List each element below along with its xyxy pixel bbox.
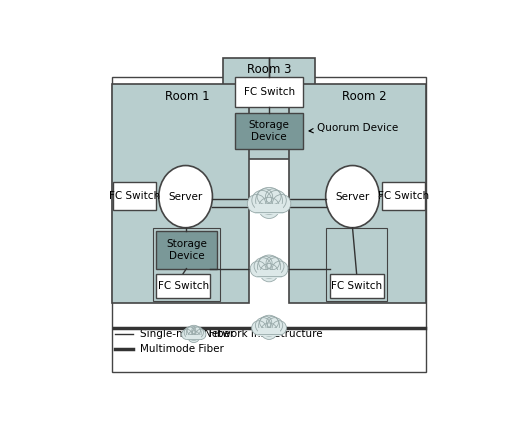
Ellipse shape [159, 165, 213, 228]
Circle shape [272, 195, 291, 213]
Text: FC Switch: FC Switch [158, 281, 209, 291]
Circle shape [259, 315, 279, 336]
Text: Multimode Fiber: Multimode Fiber [140, 344, 224, 354]
Circle shape [257, 255, 281, 278]
Bar [258, 329, 280, 336]
Bar [223, 57, 315, 159]
Circle shape [259, 256, 272, 269]
Circle shape [272, 261, 288, 277]
Bar [330, 274, 384, 298]
Text: FC Switch: FC Switch [109, 191, 160, 201]
Circle shape [186, 325, 201, 340]
Text: FC Switch: FC Switch [244, 87, 295, 97]
Bar [153, 228, 220, 301]
Text: Server: Server [335, 192, 370, 201]
Bar [257, 269, 281, 278]
Text: Room 1: Room 1 [165, 90, 210, 102]
Circle shape [267, 190, 286, 210]
Ellipse shape [326, 165, 380, 228]
Circle shape [196, 329, 206, 340]
Text: FC Switch: FC Switch [378, 191, 429, 201]
Bar [113, 182, 156, 210]
Circle shape [261, 323, 277, 340]
Text: Room 2: Room 2 [342, 90, 386, 102]
Circle shape [256, 187, 282, 214]
Bar [235, 113, 303, 149]
Circle shape [193, 327, 203, 338]
Text: Room 3: Room 3 [247, 63, 291, 76]
Bar [186, 335, 202, 340]
Bar [382, 182, 425, 210]
Circle shape [266, 256, 279, 269]
Circle shape [255, 317, 271, 333]
Text: Storage
Device: Storage Device [249, 120, 289, 142]
Bar [112, 84, 249, 303]
Circle shape [188, 331, 200, 343]
Text: Single-mode Fiber: Single-mode Fiber [140, 329, 234, 339]
Circle shape [257, 189, 272, 204]
Bar [256, 204, 282, 214]
Circle shape [258, 197, 280, 218]
Bar [327, 228, 387, 301]
Bar [156, 231, 217, 269]
Circle shape [251, 321, 266, 335]
Circle shape [272, 321, 287, 335]
Circle shape [192, 326, 201, 335]
Circle shape [260, 264, 278, 282]
Text: FC Switch: FC Switch [331, 281, 382, 291]
Circle shape [266, 189, 281, 204]
Circle shape [259, 316, 272, 329]
Circle shape [184, 327, 195, 338]
Bar [156, 274, 210, 298]
Circle shape [182, 329, 192, 340]
Circle shape [187, 326, 196, 335]
Circle shape [250, 261, 266, 277]
Text: Storage
Device: Storage Device [166, 238, 207, 261]
Bar [289, 84, 426, 303]
Circle shape [267, 317, 283, 333]
Circle shape [247, 195, 266, 213]
Circle shape [267, 258, 284, 275]
Circle shape [252, 190, 271, 210]
Bar [235, 77, 303, 107]
Text: Network Infrastructure: Network Infrastructure [204, 329, 322, 339]
Text: Server: Server [169, 192, 203, 201]
Text: Quorum Device: Quorum Device [309, 123, 398, 133]
Circle shape [254, 258, 271, 275]
Circle shape [266, 316, 279, 329]
